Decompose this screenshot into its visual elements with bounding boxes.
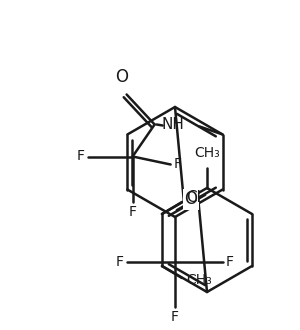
Text: CH₃: CH₃ bbox=[194, 146, 220, 160]
Text: F: F bbox=[174, 157, 182, 172]
Text: Cl: Cl bbox=[186, 190, 201, 206]
Text: O: O bbox=[184, 190, 197, 209]
Text: F: F bbox=[116, 255, 124, 269]
Text: NH: NH bbox=[162, 117, 184, 132]
Text: F: F bbox=[129, 205, 136, 218]
Text: O: O bbox=[115, 69, 128, 86]
Text: CH₃: CH₃ bbox=[186, 273, 212, 287]
Text: F: F bbox=[171, 310, 179, 324]
Text: F: F bbox=[76, 149, 85, 163]
Text: F: F bbox=[226, 255, 234, 269]
